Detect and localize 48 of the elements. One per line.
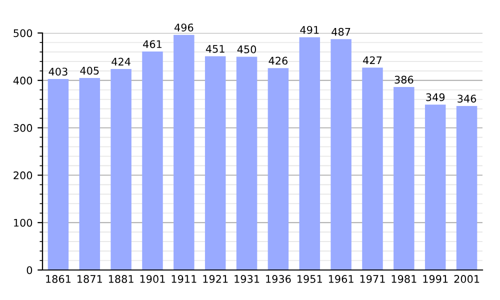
y-tick-label: 400 — [13, 76, 32, 85]
x-tick-label: 1936 — [266, 275, 291, 283]
y-tick-label: 500 — [14, 29, 32, 38]
y-tick-label: 300 — [14, 124, 32, 132]
bar — [424, 104, 446, 270]
y-tick-label: 100 — [14, 218, 32, 227]
bar — [48, 78, 69, 270]
data-label: 491 — [300, 26, 319, 34]
data-label: 451 — [206, 45, 224, 53]
x-tick-label: 2001 — [454, 275, 480, 283]
bar — [394, 87, 414, 270]
x-tick-label: 1901 — [140, 275, 165, 283]
bar — [236, 56, 258, 270]
bar — [204, 56, 226, 270]
data-label: 346 — [458, 94, 476, 103]
data-label: 403 — [48, 68, 68, 76]
data-label: 405 — [80, 66, 99, 75]
x-tick-label: 1931 — [234, 275, 260, 283]
bar — [174, 34, 194, 270]
y-tick-label: 0 — [26, 266, 32, 274]
bar — [110, 69, 132, 270]
data-label: 424 — [112, 58, 130, 66]
data-label: 450 — [237, 45, 256, 54]
x-tick-label: 1881 — [108, 275, 134, 283]
data-label: 461 — [143, 40, 162, 48]
bar — [268, 68, 289, 270]
x-tick-label: 1971 — [360, 275, 385, 283]
data-label: 487 — [332, 28, 350, 36]
x-tick-label: 1911 — [172, 275, 196, 283]
x-tick-label: 1991 — [423, 275, 448, 283]
x-tick-label: 1861 — [46, 275, 71, 283]
y-tick-label: 200 — [14, 171, 32, 180]
bar — [142, 51, 163, 270]
data-label: 386 — [394, 76, 414, 84]
x-tick-label: 1981 — [392, 275, 416, 283]
x-tick-label: 1951 — [298, 275, 322, 283]
data-label: 426 — [268, 56, 288, 65]
data-label: 427 — [363, 56, 382, 64]
x-tick-label: 1871 — [78, 275, 102, 283]
x-tick-label: 1921 — [203, 275, 228, 283]
bar — [456, 106, 478, 270]
bar — [362, 68, 383, 270]
data-label: 496 — [174, 24, 194, 32]
data-label: 349 — [426, 93, 445, 102]
x-tick-label: 1961 — [328, 275, 354, 283]
bar — [330, 39, 352, 270]
bar — [299, 37, 320, 270]
bar — [79, 78, 100, 270]
